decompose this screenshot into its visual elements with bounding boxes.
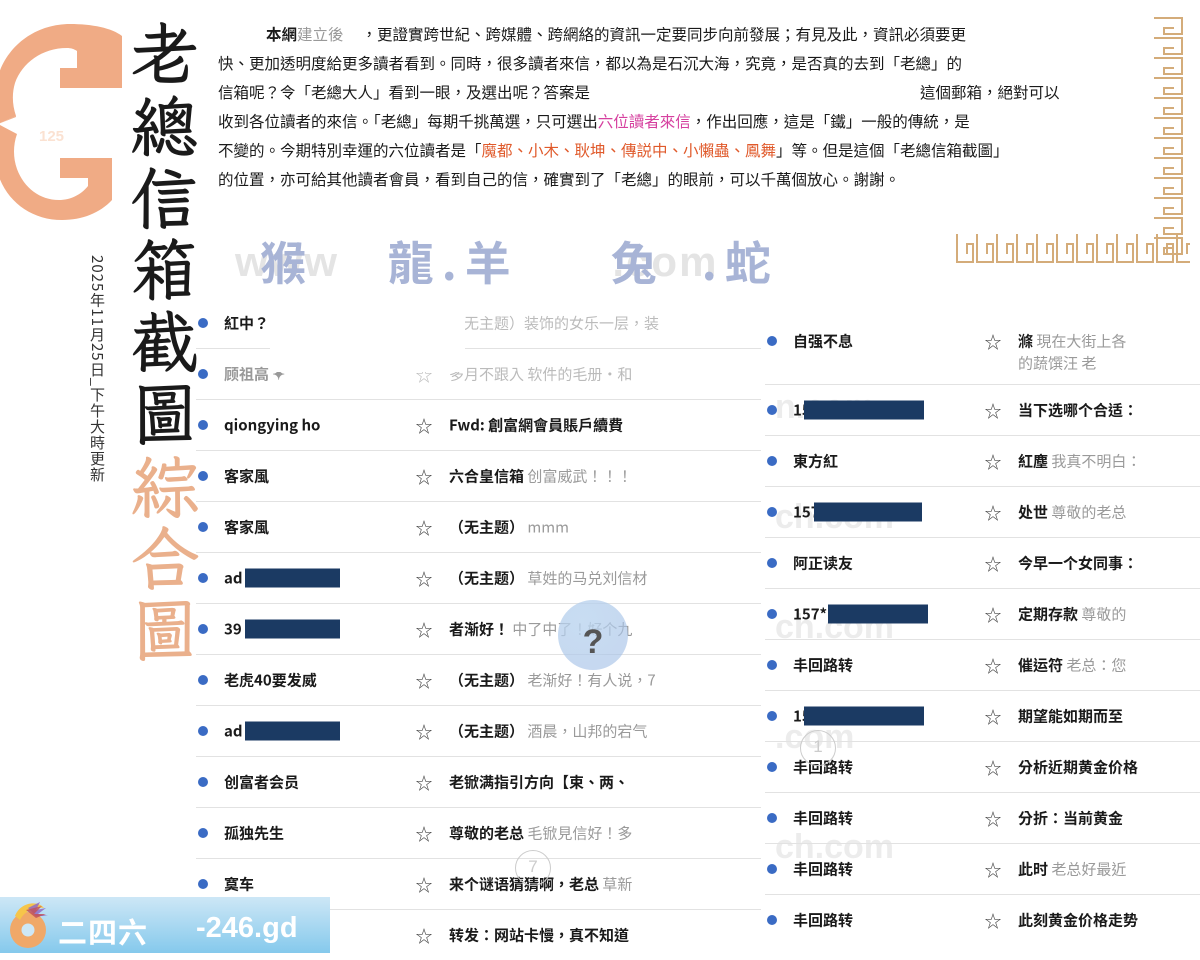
svg-text:125: 125	[39, 128, 64, 145]
